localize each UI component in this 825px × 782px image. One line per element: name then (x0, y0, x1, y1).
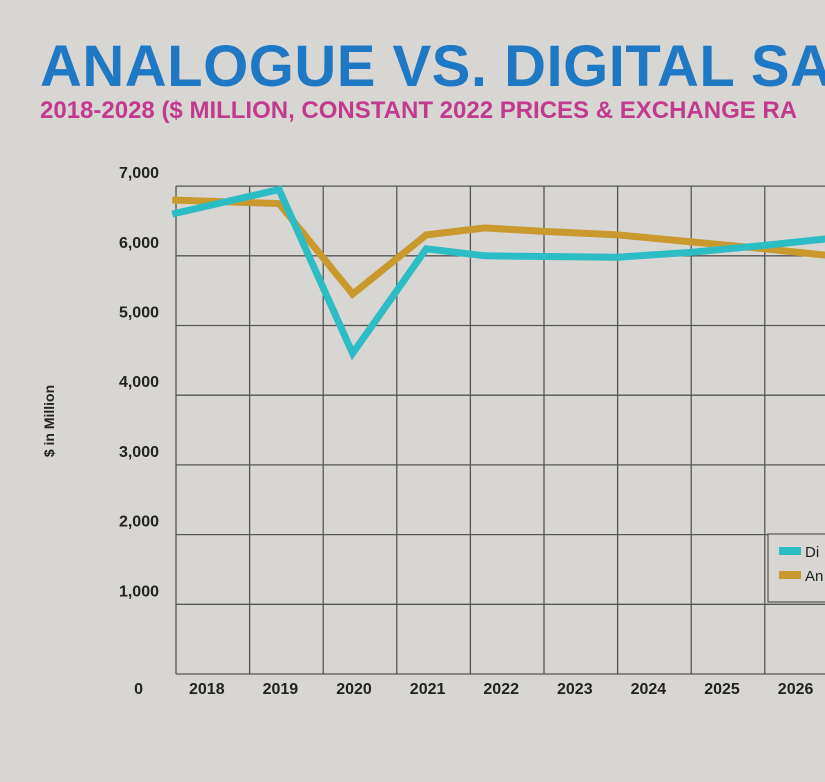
legend-label-di: Di (805, 544, 819, 561)
chart-subtitle: 2018-2028 ($ MILLION, CONSTANT 2022 PRIC… (40, 97, 797, 124)
y-tick-label: 2,000 (119, 514, 159, 531)
series-lines (171, 185, 825, 361)
x-tick-label: 2021 (410, 681, 446, 698)
x-tick-label: 2024 (631, 681, 667, 698)
x-axis-ticks: 2018201920202021202220232024202520262027 (189, 681, 814, 698)
y-tick-label: 6,000 (119, 235, 159, 252)
legend-label-an: An (805, 568, 823, 585)
x-tick-label: 2019 (263, 681, 299, 698)
x-tick-label: 2026 (778, 681, 814, 698)
y-tick-label: 0 (134, 681, 143, 698)
y-axis-label: $ in Million (41, 385, 57, 457)
y-tick-label: 7,000 (119, 165, 159, 182)
y-tick-label: 5,000 (119, 305, 159, 322)
y-tick-label: 1,000 (119, 583, 159, 600)
y-tick-label: 3,000 (119, 444, 159, 461)
x-tick-label: 2020 (336, 681, 372, 698)
y-axis-ticks: 0 1,000 2,000 3,000 4,000 5,000 6,000 7,000 (119, 165, 159, 698)
legend-box (767, 533, 825, 603)
y-tick-label: 4,000 (119, 374, 159, 391)
x-tick-label: 2025 (704, 681, 740, 698)
chart-grid (175, 185, 825, 675)
x-tick-label: 2023 (557, 681, 593, 698)
x-tick-label: 2018 (189, 681, 225, 698)
series-line-di (171, 185, 825, 361)
legend: Di An (767, 533, 825, 603)
chart-title: ANALOGUE VS. DIGITAL SA (40, 34, 825, 99)
x-tick-label: 2022 (483, 681, 519, 698)
